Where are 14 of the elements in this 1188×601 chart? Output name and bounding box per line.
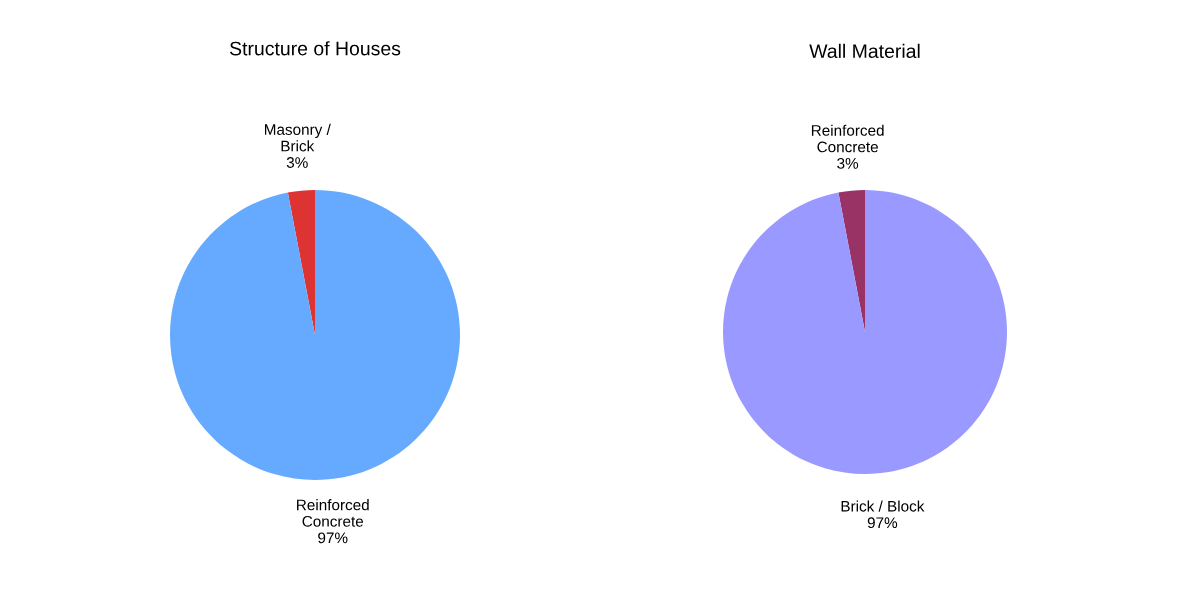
chart-title: Structure of Houses: [229, 41, 401, 56]
pie-slice: [838, 190, 865, 332]
data-label: 3%: [837, 157, 859, 169]
slice-label: Masonry / Brick: [264, 123, 331, 152]
chart-title: Wall Material: [809, 43, 920, 59]
data-label: 97%: [318, 532, 348, 544]
slice-label: Brick / Block: [841, 500, 925, 512]
slice-label: Reinforced Concrete: [297, 499, 369, 527]
slice-label: Reinforced Concrete: [811, 124, 884, 153]
pie-slice: [723, 190, 1007, 474]
data-label: 3%: [286, 157, 308, 168]
data-label: 97%: [867, 517, 898, 529]
pie-slice: [287, 190, 315, 335]
pie-slice: [170, 190, 460, 480]
